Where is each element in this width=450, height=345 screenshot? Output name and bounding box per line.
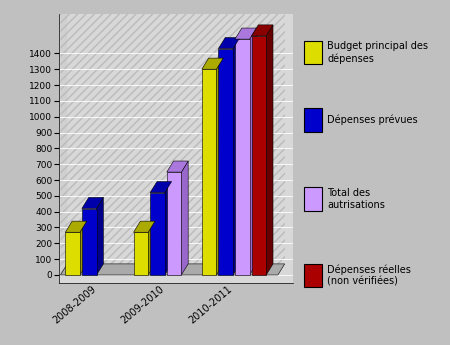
Text: Dépenses prévues: Dépenses prévues [328,115,418,125]
Polygon shape [97,197,104,275]
Polygon shape [250,28,256,275]
Polygon shape [82,208,97,275]
Polygon shape [216,58,223,275]
Polygon shape [148,221,155,275]
Polygon shape [166,172,181,275]
Polygon shape [266,25,273,275]
Polygon shape [60,264,285,275]
Polygon shape [252,25,273,36]
FancyBboxPatch shape [304,41,322,64]
Polygon shape [134,221,155,232]
Polygon shape [166,161,188,172]
FancyBboxPatch shape [304,264,322,287]
Polygon shape [65,232,80,275]
FancyBboxPatch shape [304,108,322,132]
Polygon shape [80,221,87,275]
Polygon shape [233,38,240,275]
Polygon shape [218,49,233,275]
Text: Total des
autrisations: Total des autrisations [328,188,385,210]
Polygon shape [150,193,165,275]
FancyBboxPatch shape [304,187,322,211]
Polygon shape [68,14,285,264]
Text: Budget principal des
dépenses: Budget principal des dépenses [328,41,428,63]
Polygon shape [235,28,256,39]
Polygon shape [181,161,188,275]
Polygon shape [150,181,171,193]
Polygon shape [65,221,87,232]
Polygon shape [202,58,223,69]
Polygon shape [134,232,148,275]
Text: Dépenses réelles
(non vérifiées): Dépenses réelles (non vérifiées) [328,264,411,286]
Polygon shape [60,14,68,275]
Polygon shape [235,39,250,275]
Polygon shape [218,38,240,49]
Polygon shape [165,181,171,275]
Polygon shape [252,36,266,275]
Polygon shape [82,197,104,208]
Polygon shape [202,69,216,275]
